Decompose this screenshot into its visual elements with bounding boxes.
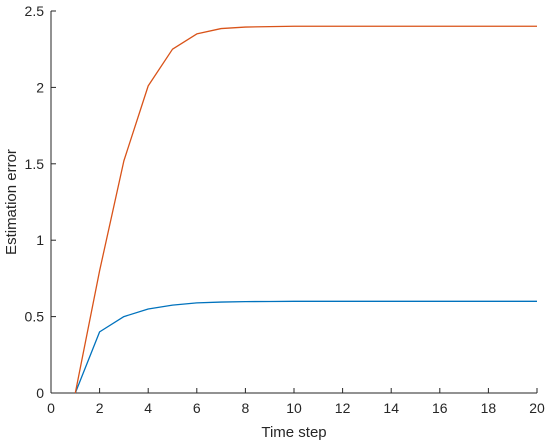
x-tick-label: 16 (432, 400, 448, 416)
x-tick-label: 20 (529, 400, 545, 416)
x-tick-label: 10 (286, 400, 302, 416)
x-axis-label: Time step (261, 424, 326, 441)
x-tick-label: 18 (481, 400, 497, 416)
y-tick-label: 0.5 (25, 309, 45, 325)
y-tick-label: 0 (36, 385, 44, 401)
y-tick-label: 1 (36, 232, 44, 248)
y-tick-label: 2 (36, 79, 44, 95)
x-tick-label: 0 (47, 400, 55, 416)
y-tick-label: 1.5 (25, 156, 45, 172)
x-tick-label: 2 (96, 400, 104, 416)
y-axis-label: Estimation error (3, 149, 20, 255)
x-tick-label: 8 (242, 400, 250, 416)
x-tick-label: 14 (383, 400, 399, 416)
axes: 0 2 4 6 8 10 12 14 16 18 20 0 0.5 1 1.5 2 2.5 (25, 3, 545, 416)
y-tick-label: 2.5 (25, 3, 45, 19)
x-tick-label: 4 (144, 400, 152, 416)
series-line-1 (74, 300, 537, 394)
x-tick-label: 12 (335, 400, 351, 416)
series-layer (74, 25, 537, 394)
x-tick-label: 6 (193, 400, 201, 416)
series-line-2 (74, 25, 537, 394)
